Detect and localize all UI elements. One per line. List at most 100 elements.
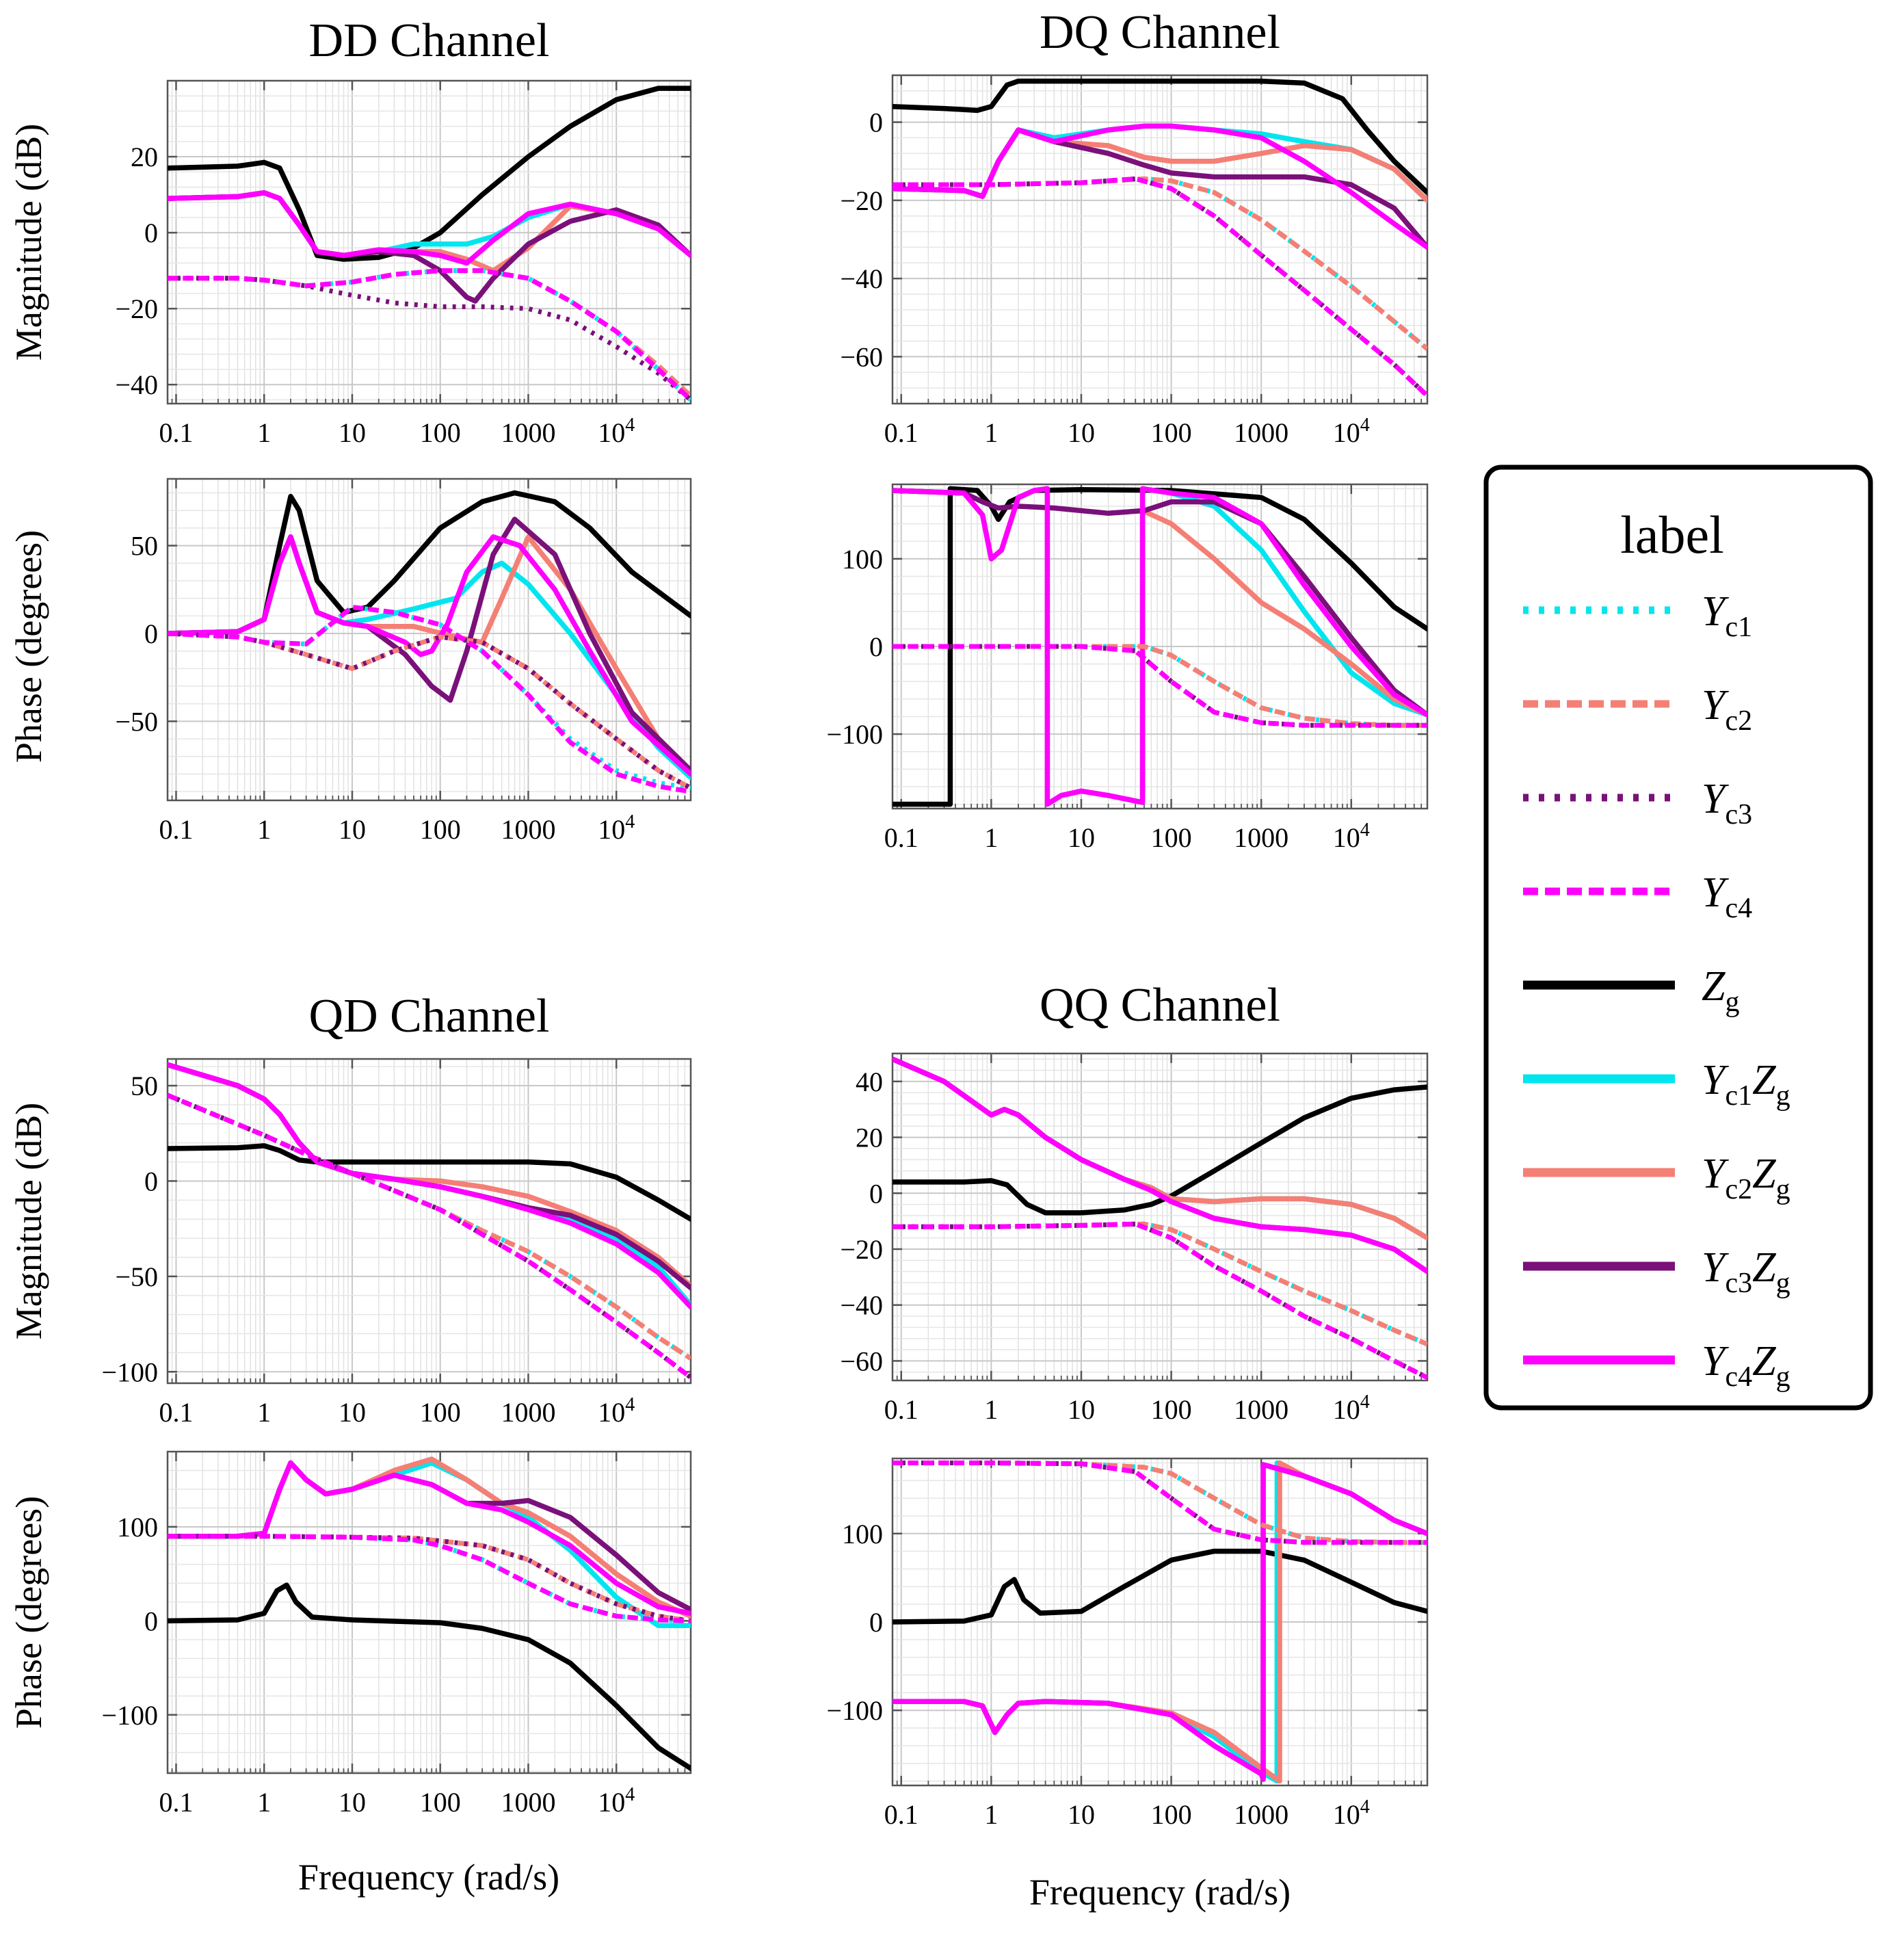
chart-title: DD Channel [309, 14, 550, 67]
grid [892, 484, 1427, 809]
x-tick-label: 104 [1333, 820, 1370, 853]
y-tick-label: −50 [115, 1261, 158, 1292]
x-tick-label: 10 [1068, 1799, 1095, 1830]
y-tick-label: −40 [840, 263, 883, 294]
y-axis-label: Magnitude (dB) [8, 124, 49, 361]
series-line-yc4 [892, 176, 1427, 398]
chart-title: QD Channel [309, 990, 550, 1043]
x-tick-label: 104 [1333, 1796, 1370, 1830]
x-tick-label: 0.1 [884, 417, 918, 448]
x-tick-label: 10 [1068, 822, 1095, 853]
y-tick-label: −100 [101, 1357, 158, 1387]
y-tick-label: 100 [842, 1519, 883, 1549]
series-line-yc4zg [168, 1460, 691, 1616]
x-tick-label: 100 [1151, 1799, 1192, 1830]
grid [892, 1053, 1427, 1380]
x-tick-label: 100 [420, 417, 461, 448]
x-tick-label: 0.1 [884, 1799, 918, 1830]
x-tick-label: 0.1 [884, 1394, 918, 1425]
series-group [892, 486, 1427, 807]
grid [168, 1451, 691, 1773]
x-tick-label: 10 [339, 814, 366, 845]
legend-label-yc4zg: Yc4Zg [1702, 1338, 1790, 1393]
x-tick-label: 1000 [501, 417, 555, 448]
x-tick-label: 104 [1333, 415, 1370, 448]
series-line-yc4 [892, 1461, 1427, 1545]
y-tick-label: 0 [144, 218, 158, 248]
series-group [892, 1460, 1427, 1784]
y-tick-label: 50 [131, 531, 158, 562]
x-tick-label: 104 [598, 1394, 635, 1428]
y-axis-label: Magnitude (dB) [8, 1103, 49, 1339]
grid [168, 1059, 691, 1383]
legend-label-yc3: Yc3 [1702, 776, 1752, 830]
y-tick-label: −20 [840, 1234, 883, 1265]
x-tick-label: 10 [339, 1787, 366, 1818]
y-tick-label: −40 [115, 369, 158, 400]
x-tick-label: 10 [339, 417, 366, 448]
series-line-yc4 [892, 1221, 1427, 1380]
y-tick-label: 20 [131, 142, 158, 172]
series-line-yc4 [892, 644, 1427, 728]
x-tick-label: 1000 [1234, 1394, 1288, 1425]
panel-dd-magnitude: 0.1 1 10 100 1000 104 20 0 −20 −40 DD Channel Magni… [8, 14, 692, 448]
x-tick-label: 104 [1333, 1391, 1370, 1425]
series-line-yc4zg [892, 1056, 1427, 1274]
y-tick-label: −100 [101, 1700, 158, 1731]
x-tick-label: 1000 [1234, 822, 1288, 853]
series-line-yc4zg [168, 534, 691, 777]
grid [892, 1458, 1427, 1785]
y-tick-label: −50 [115, 706, 158, 737]
y-tick-label: −20 [840, 185, 883, 216]
y-tick-label: 0 [869, 107, 883, 138]
x-tick-label: 100 [420, 814, 461, 845]
y-tick-label: 100 [842, 544, 883, 575]
y-tick-label: 40 [856, 1066, 883, 1097]
grid [168, 479, 691, 800]
y-tick-label: 20 [856, 1123, 883, 1153]
series-line-yc4 [168, 1092, 691, 1380]
x-tick-label: 0.1 [159, 1397, 193, 1428]
x-tick-label: 0.1 [159, 814, 193, 845]
legend-label-yc3zg: Yc3Zg [1702, 1244, 1790, 1299]
series-group [892, 1056, 1427, 1380]
series-line-yc4 [168, 605, 691, 794]
y-tick-label: −40 [840, 1290, 883, 1321]
y-tick-label: −60 [840, 341, 883, 372]
plot-frame [891, 1052, 1429, 1382]
x-tick-label: 1 [257, 1787, 271, 1818]
panel-qq-magnitude: 0.1 1 10 100 1000 104 40 20 0 −20 −40 −60 QQ Channel [840, 979, 1429, 1425]
y-tick-label: −60 [840, 1346, 883, 1376]
series-line-yc4zg [168, 1062, 691, 1310]
y-tick-label: 0 [869, 631, 883, 662]
y-axis-label: Phase (degrees) [8, 1496, 49, 1729]
y-tick-label: −100 [826, 719, 883, 750]
series-line-zg [892, 78, 1427, 196]
y-tick-label: 0 [144, 1166, 158, 1196]
series-line-yc4zg [892, 486, 1427, 807]
series-line-zg [892, 1548, 1427, 1625]
y-tick-label: 50 [131, 1071, 158, 1101]
series-line-yc4zg [168, 190, 691, 266]
series-group [892, 78, 1427, 398]
x-tick-label: 100 [420, 1397, 461, 1428]
legend-label-yc2zg: Yc2Zg [1702, 1151, 1790, 1205]
x-tick-label: 1000 [1234, 417, 1288, 448]
series-group [168, 1456, 691, 1771]
legend-label-yc4: Yc4 [1702, 869, 1752, 924]
x-tick-label: 1 [984, 1394, 998, 1425]
series-group [168, 490, 691, 794]
series-line-yc4zg [892, 1462, 1427, 1782]
x-tick-label: 100 [420, 1787, 461, 1818]
x-tick-label: 1 [257, 814, 271, 845]
x-tick-label: 1 [257, 417, 271, 448]
series-group [168, 86, 691, 402]
x-tick-label: 104 [598, 1784, 635, 1818]
x-tick-label: 1 [984, 417, 998, 448]
x-tick-label: 0.1 [884, 822, 918, 853]
x-tick-label: 1 [984, 822, 998, 853]
